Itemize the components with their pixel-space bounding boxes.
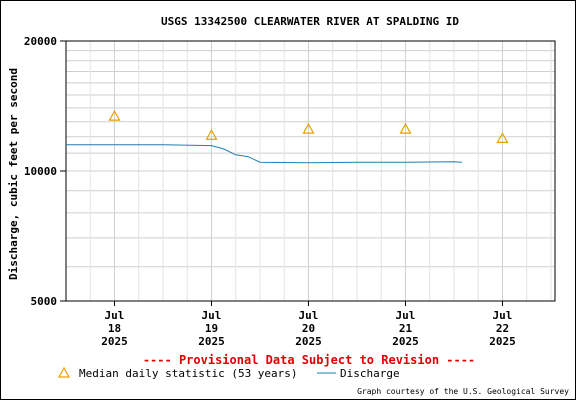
y-axis-ticks: 20000 10000 5000	[24, 35, 66, 308]
y-axis-label: Discharge, cubic feet per second	[7, 68, 20, 280]
median-triangle-marker	[205, 129, 218, 140]
x-tick-label: 2025	[489, 335, 516, 348]
median-triangle-marker	[108, 109, 121, 121]
x-tick-label: Jul	[493, 309, 513, 322]
x-tick-label: 18	[108, 322, 121, 335]
x-tick-label: Jul	[202, 309, 222, 322]
x-tick-label: Jul	[299, 309, 319, 322]
discharge-line	[66, 144, 463, 164]
x-tick-label: 2025	[392, 335, 419, 348]
x-axis-ticks: Jul182025Jul192025Jul202025Jul212025Jul2…	[101, 301, 516, 348]
x-tick-label: 19	[205, 322, 218, 335]
data-series	[66, 109, 509, 164]
provisional-note: ---- Provisional Data Subject to Revisio…	[143, 353, 475, 367]
x-tick-label: Jul	[396, 309, 416, 322]
chart-title: USGS 13342500 CLEARWATER RIVER AT SPALDI…	[161, 15, 459, 28]
courtesy-note: Graph courtesy of the U.S. Geological Su…	[357, 387, 569, 396]
x-tick-label: 2025	[295, 335, 322, 348]
legend-discharge-label: Discharge	[340, 367, 400, 380]
median-triangle-marker	[496, 132, 509, 143]
legend-median-triangle-icon	[57, 366, 71, 378]
x-tick-label: 2025	[101, 335, 128, 348]
grid-lines	[66, 41, 555, 301]
y-tick-label: 20000	[24, 35, 57, 48]
x-tick-label: 22	[496, 322, 509, 335]
x-tick-label: 20	[302, 322, 315, 335]
median-triangle-marker	[399, 122, 412, 134]
x-tick-label: Jul	[105, 309, 125, 322]
x-tick-label: 2025	[198, 335, 225, 348]
legend-median-label: Median daily statistic (53 years)	[79, 367, 298, 380]
median-triangle-marker	[302, 122, 315, 134]
y-tick-label: 5000	[31, 295, 58, 308]
y-tick-label: 10000	[24, 165, 57, 178]
legend: Median daily statistic (53 years) Discha…	[57, 366, 400, 380]
x-tick-label: 21	[399, 322, 413, 335]
